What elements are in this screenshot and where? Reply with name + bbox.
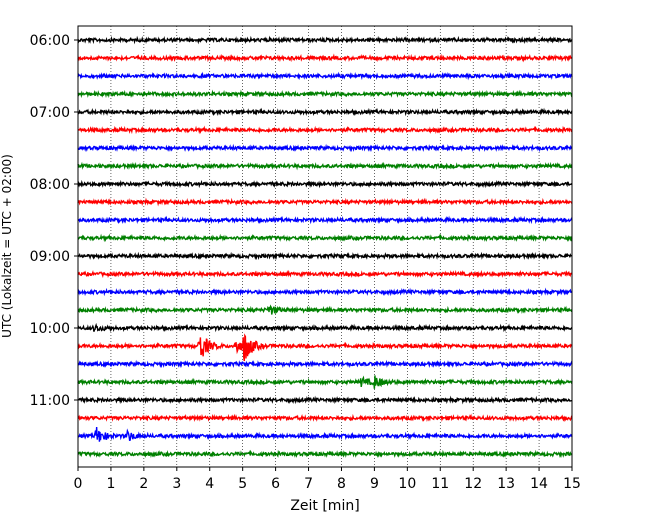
x-tick-label: 8 xyxy=(337,476,346,492)
trace-1130 xyxy=(77,426,573,442)
x-tick-label: 5 xyxy=(238,476,247,492)
trace-0700 xyxy=(77,107,573,117)
x-tick-label: 0 xyxy=(74,476,83,492)
trace-0745 xyxy=(77,161,573,171)
trace-1145 xyxy=(77,449,573,459)
plot-frame xyxy=(77,25,573,468)
trace-1000 xyxy=(77,322,573,333)
y-axis-ticks: 06:00 07:00 08:00 09:00 10:00 11:00 xyxy=(30,33,78,409)
trace-1015 xyxy=(77,333,573,362)
trace-0600 xyxy=(77,35,573,45)
x-tick-label: 12 xyxy=(464,476,482,492)
trace-1030 xyxy=(77,359,573,369)
trace-0845 xyxy=(77,233,573,243)
x-tick-label: 6 xyxy=(271,476,280,492)
trace-0930 xyxy=(77,287,573,297)
trace-0900 xyxy=(77,251,573,261)
trace-0730 xyxy=(77,143,573,153)
trace-0800 xyxy=(77,179,573,189)
y-tick-label: 06:00 xyxy=(30,33,70,49)
x-tick-label: 10 xyxy=(398,476,416,492)
trace-0645 xyxy=(77,89,573,99)
trace-0630 xyxy=(77,71,573,81)
x-tick-label: 13 xyxy=(497,476,515,492)
x-tick-label: 3 xyxy=(172,476,181,492)
x-tick-label: 1 xyxy=(106,476,115,492)
y-axis-label: UTC (Lokalzeit = UTC + 02:00) xyxy=(0,154,14,338)
trace-1115 xyxy=(77,413,573,423)
trace-1100 xyxy=(77,395,573,405)
x-tick-label: 4 xyxy=(205,476,214,492)
trace-0830 xyxy=(77,215,573,225)
x-tick-label: 14 xyxy=(530,476,548,492)
x-tick-label: 9 xyxy=(370,476,379,492)
trace-1045 xyxy=(77,375,573,389)
x-tick-label: 11 xyxy=(431,476,449,492)
x-axis-label: Zeit [min] xyxy=(290,498,359,514)
x-tick-label: 7 xyxy=(304,476,313,492)
trace-0945 xyxy=(77,304,573,315)
trace-0615 xyxy=(77,53,573,63)
y-tick-label: 08:00 xyxy=(30,177,70,193)
trace-0915 xyxy=(77,269,573,279)
y-tick-label: 11:00 xyxy=(30,393,70,409)
y-tick-label: 10:00 xyxy=(30,321,70,337)
trace-0715 xyxy=(77,125,573,135)
trace-0815 xyxy=(77,197,573,207)
x-tick-label: 15 xyxy=(563,476,581,492)
y-tick-label: 09:00 xyxy=(30,249,70,265)
x-axis-ticks: 0 1 2 3 4 5 6 7 8 9 10 11 12 13 14 15 xyxy=(74,467,581,492)
y-tick-label: 07:00 xyxy=(30,105,70,121)
x-tick-label: 2 xyxy=(139,476,148,492)
seismic-traces xyxy=(77,35,573,459)
